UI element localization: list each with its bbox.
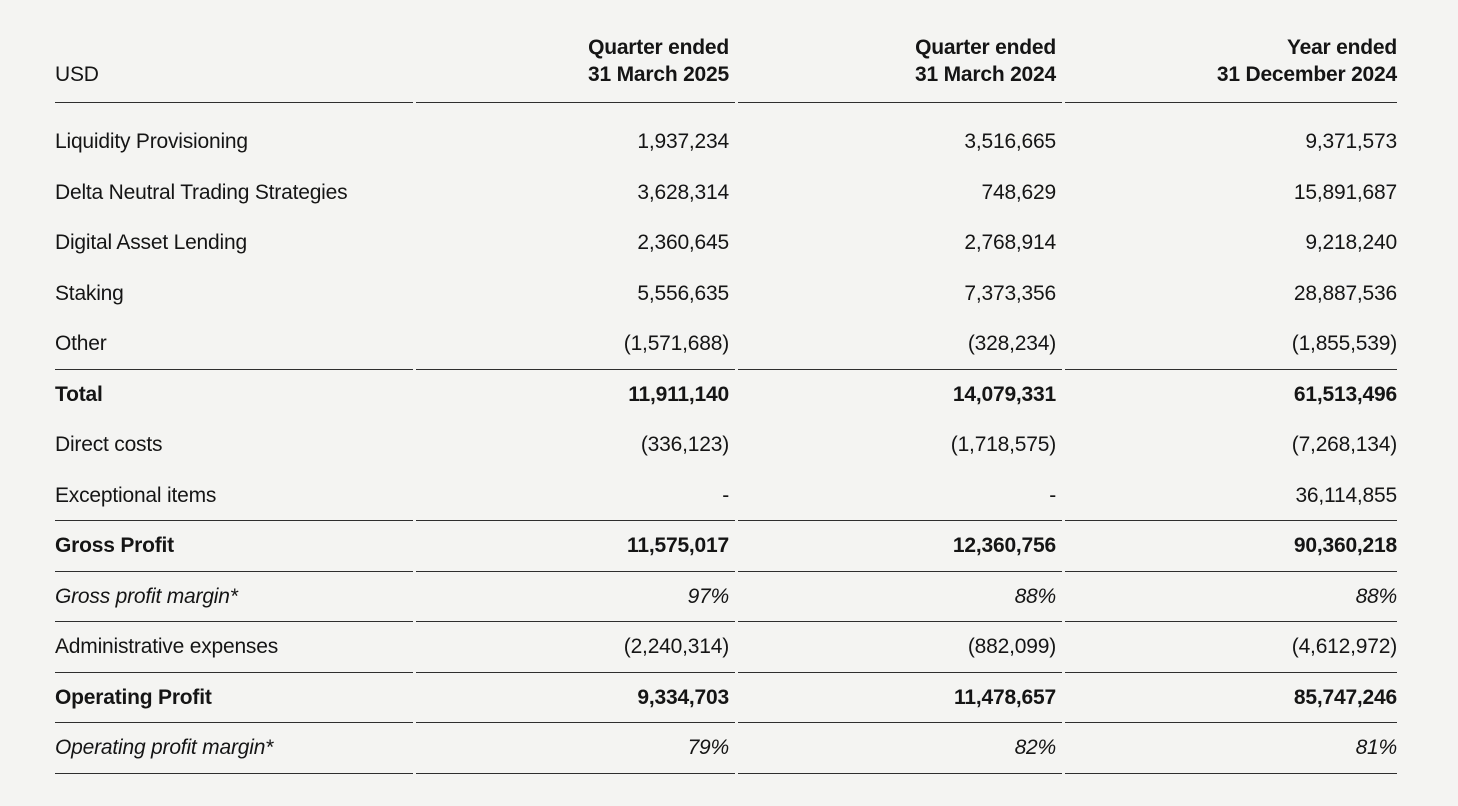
table-row-liquidity-provisioning: Liquidity Provisioning 1,937,234 3,516,6… xyxy=(55,117,1397,168)
table-row-total: Total 11,911,140 14,079,331 61,513,496 xyxy=(55,370,1397,421)
row-value-q1-2024: (882,099) xyxy=(738,622,1062,673)
row-value-q1-2024: 2,768,914 xyxy=(964,231,1056,254)
row-label: Exceptional items xyxy=(55,471,413,521)
row-label: Operating Profit xyxy=(55,673,413,723)
row-value-fy-2024: 28,887,536 xyxy=(1293,281,1397,305)
row-value-q1-2024: (1,718,575) xyxy=(950,433,1056,456)
row-value-q1-2024: 82% xyxy=(738,723,1062,774)
column-header-line: Quarter ended xyxy=(915,36,1056,59)
table-row-delta-neutral-trading-strategies: Delta Neutral Trading Strategies 3,628,3… xyxy=(55,168,1397,219)
column-header-line: 31 December 2024 xyxy=(1216,63,1397,86)
row-value-q1-2024: 748,629 xyxy=(981,180,1056,204)
table-row-staking: Staking 5,556,635 7,373,356 28,887,536 xyxy=(55,269,1397,320)
row-label: Staking xyxy=(55,281,124,305)
row-value-fy-2024: (4,612,972) xyxy=(1065,622,1397,673)
column-header-line: 31 March 2025 xyxy=(588,63,729,86)
row-value-fy-2024: 9,218,240 xyxy=(1305,231,1397,254)
column-header-line: Quarter ended xyxy=(588,36,729,59)
row-value-fy-2024: 85,747,246 xyxy=(1065,673,1397,723)
row-value-q1-2025: 9,334,703 xyxy=(416,673,735,723)
row-value-fy-2024: 90,360,218 xyxy=(1065,521,1397,572)
row-value-q1-2024: - xyxy=(738,471,1062,521)
header-cell-q1-2025: Quarter ended 31 March 2025 xyxy=(416,0,735,103)
row-value-q1-2024: 7,373,356 xyxy=(964,281,1056,305)
column-header-line: 31 March 2024 xyxy=(915,63,1056,86)
row-label: Liquidity Provisioning xyxy=(55,130,248,153)
table-row-direct-costs: Direct costs (336,123) (1,718,575) (7,26… xyxy=(55,420,1397,471)
row-label: Gross profit margin* xyxy=(55,572,413,622)
header-cell-q1-2024: Quarter ended 31 March 2024 xyxy=(738,0,1062,103)
table-row-exceptional-items: Exceptional items - - 36,114,855 xyxy=(55,471,1397,521)
row-value-q1-2025: (1,571,688) xyxy=(416,319,735,370)
row-label: Total xyxy=(55,382,103,406)
row-label: Gross Profit xyxy=(55,521,413,572)
row-value-fy-2024: 36,114,855 xyxy=(1065,471,1397,521)
row-label: Operating profit margin* xyxy=(55,723,413,774)
unit-label: USD xyxy=(55,63,99,86)
row-value-q1-2025: 97% xyxy=(416,572,735,622)
row-value-q1-2025: 1,937,234 xyxy=(637,130,729,153)
row-value-q1-2025: 11,911,140 xyxy=(628,382,729,406)
row-label: Direct costs xyxy=(55,433,163,456)
table-row-administrative-expenses: Administrative expenses (2,240,314) (882… xyxy=(55,622,1397,673)
row-value-fy-2024: 61,513,496 xyxy=(1293,382,1397,406)
row-value-fy-2024: 15,891,687 xyxy=(1293,180,1397,204)
row-value-fy-2024: 81% xyxy=(1065,723,1397,774)
row-value-q1-2025: 11,575,017 xyxy=(416,521,735,572)
header-cell-unit: USD xyxy=(55,0,413,103)
row-value-q1-2025: 79% xyxy=(416,723,735,774)
row-value-q1-2025: (2,240,314) xyxy=(416,622,735,673)
table-row-operating-profit: Operating Profit 9,334,703 11,478,657 85… xyxy=(55,673,1397,723)
row-value-fy-2024: 88% xyxy=(1065,572,1397,622)
row-value-q1-2025: 2,360,645 xyxy=(637,231,729,254)
row-value-q1-2024: 14,079,331 xyxy=(952,382,1056,406)
row-value-fy-2024: (1,855,539) xyxy=(1065,319,1397,370)
row-value-q1-2025: 3,628,314 xyxy=(637,180,729,204)
row-value-q1-2024: 88% xyxy=(738,572,1062,622)
row-value-q1-2024: 3,516,665 xyxy=(964,130,1056,153)
table-row-operating-profit-margin: Operating profit margin* 79% 82% 81% xyxy=(55,723,1397,774)
table-header-row: USD Quarter ended 31 March 2025 Quarter … xyxy=(55,0,1397,103)
row-label: Delta Neutral Trading Strategies xyxy=(55,180,348,204)
table-row-other: Other (1,571,688) (328,234) (1,855,539) xyxy=(55,319,1397,370)
row-value-q1-2024: (328,234) xyxy=(738,319,1062,370)
row-value-q1-2025: (336,123) xyxy=(640,433,729,456)
row-label: Digital Asset Lending xyxy=(55,231,247,254)
row-value-q1-2024: 11,478,657 xyxy=(738,673,1062,723)
row-label: Other xyxy=(55,319,413,370)
row-label: Administrative expenses xyxy=(55,622,413,673)
table-body: Liquidity Provisioning 1,937,234 3,516,6… xyxy=(55,117,1397,774)
table-row-gross-profit: Gross Profit 11,575,017 12,360,756 90,36… xyxy=(55,521,1397,572)
row-value-fy-2024: 9,371,573 xyxy=(1305,130,1397,153)
column-header-line: Year ended xyxy=(1286,36,1397,59)
table-row-gross-profit-margin: Gross profit margin* 97% 88% 88% xyxy=(55,572,1397,622)
row-value-q1-2025: 5,556,635 xyxy=(637,281,729,305)
financial-results-table: USD Quarter ended 31 March 2025 Quarter … xyxy=(55,0,1397,774)
table-row-digital-asset-lending: Digital Asset Lending 2,360,645 2,768,91… xyxy=(55,218,1397,269)
row-value-q1-2025: - xyxy=(416,471,735,521)
header-cell-fy-2024: Year ended 31 December 2024 xyxy=(1065,0,1397,103)
row-value-fy-2024: (7,268,134) xyxy=(1291,433,1397,456)
row-value-q1-2024: 12,360,756 xyxy=(738,521,1062,572)
